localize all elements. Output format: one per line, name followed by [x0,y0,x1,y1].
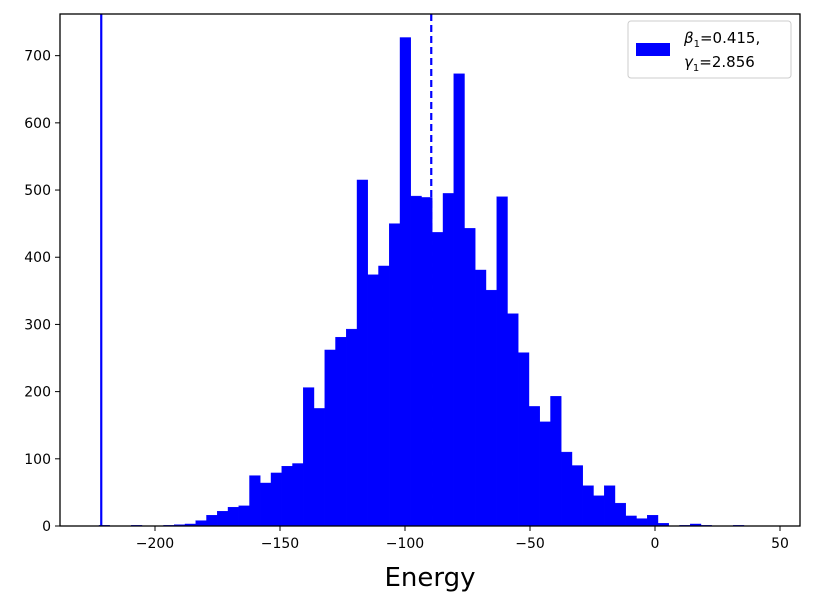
x-tick-label: −150 [261,536,299,552]
histogram-bar [475,269,487,527]
histogram-bar [238,505,250,527]
histogram-bar [399,37,411,527]
y-tick-label: 500 [24,183,51,199]
histogram-bar [303,387,315,527]
histogram-bar [625,515,637,527]
histogram-bar [227,506,239,527]
histogram-bar [217,511,229,527]
histogram-bar [528,406,540,527]
y-tick-label: 0 [42,519,51,535]
legend-beta-value: =0.415, [700,29,760,47]
histogram-bar [550,396,562,527]
histogram-bar [571,465,583,527]
histogram-bar [496,196,508,527]
plot-frame [59,13,801,527]
histogram-bar [378,265,390,527]
y-tick-label: 200 [24,385,51,401]
histogram-bar [292,463,304,527]
legend-swatch [636,43,670,56]
x-axis-ticks: −200 −150 −100 −50 0 50 [136,526,789,552]
histogram-bar [324,349,336,527]
histogram-bar [453,73,465,527]
legend-gamma-symbol: γ [684,53,694,71]
x-tick-label: −50 [515,536,545,552]
histogram-bar [389,223,401,527]
histogram-bar [335,336,347,527]
y-tick-label: 100 [24,452,51,468]
histogram-bar [432,232,444,527]
x-tick-label: −100 [386,536,424,552]
histogram-bar [442,193,454,527]
histogram-bar [518,352,530,527]
y-tick-label: 300 [24,317,51,333]
x-tick-label: 50 [771,536,789,552]
x-axis-label: Energy [384,563,475,593]
histogram-bar [410,195,422,527]
histogram-bar [249,475,261,527]
legend-gamma-value: =2.856 [699,53,755,71]
histogram-bar [636,518,648,527]
histogram-bar [367,274,379,527]
histogram-bar [604,485,616,527]
legend-box [627,20,792,79]
y-axis-ticks: 0 100 200 300 400 500 600 700 [24,49,60,535]
legend-label-line2: γ1=2.856 [684,53,755,74]
histogram-bar [195,520,207,527]
legend-gamma-subscript: 1 [693,63,699,74]
histogram-bar [593,495,605,527]
bar-group [98,37,745,527]
legend-beta-subscript: 1 [694,39,700,50]
histogram-bar [313,408,325,527]
y-tick-label: 600 [24,116,51,132]
histogram-bar [206,515,218,527]
histogram-bar [270,472,282,527]
histogram-bar [582,485,594,527]
histogram-bar [346,328,358,527]
legend-label-line1: β1=0.415, [683,29,760,50]
histogram-bar [539,421,551,527]
histogram-bar [485,289,497,527]
histogram-bar [260,482,272,527]
histogram-bar [356,179,368,527]
histogram-bar [561,451,573,527]
histogram-bar [647,515,659,527]
legend-beta-symbol: β [683,29,694,47]
histogram-bar [281,465,293,527]
x-tick-label: −200 [136,536,174,552]
y-tick-label: 400 [24,250,51,266]
histogram-bar [464,228,476,527]
histogram-bar [614,502,626,527]
reference-lines [100,14,433,526]
x-tick-label: 0 [651,536,660,552]
y-tick-label: 700 [24,49,51,65]
legend: β1=0.415, γ1=2.856 [627,20,792,79]
histogram-bar [507,313,519,527]
